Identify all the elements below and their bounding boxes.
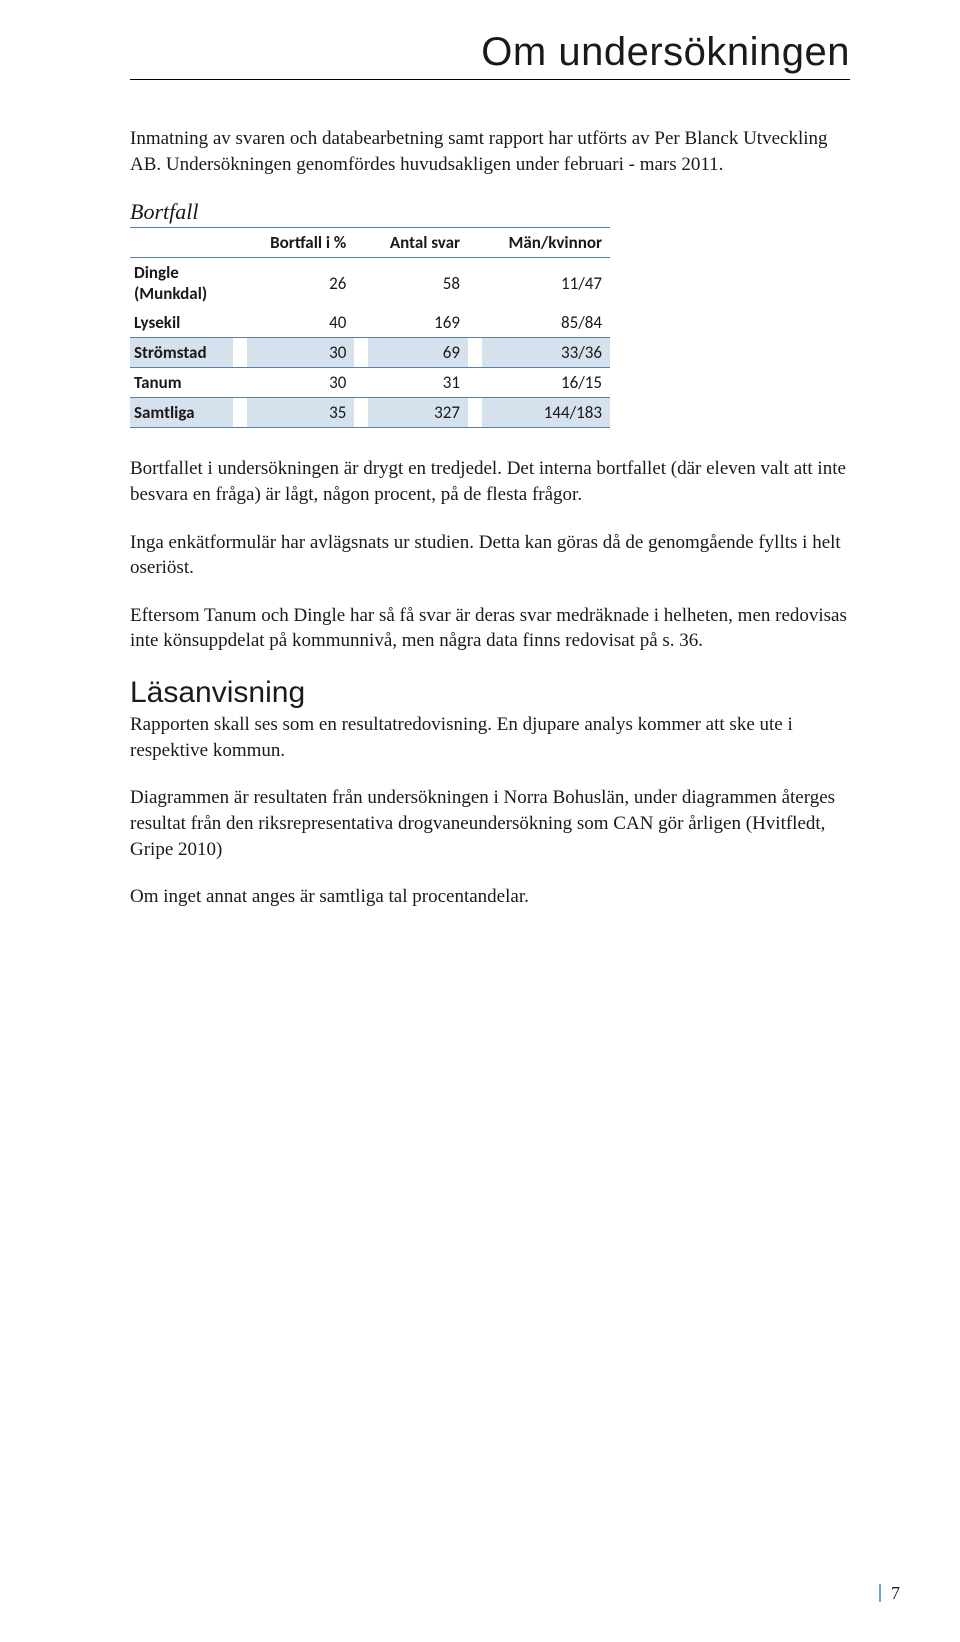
- cell-spacer: [468, 308, 482, 338]
- cell-spacer: [354, 258, 368, 309]
- table-row: Tanum 30 31 16/15: [130, 368, 610, 398]
- row-mk: 33/36: [482, 338, 610, 368]
- page-number: 7: [879, 1584, 900, 1602]
- col-spacer: [233, 228, 247, 258]
- bortfall-subtitle: Bortfall: [130, 199, 850, 225]
- cell-spacer: [468, 368, 482, 398]
- cell-spacer: [233, 258, 247, 309]
- cell-spacer: [354, 338, 368, 368]
- table-row: Dingle(Munkdal) 26 58 11/47: [130, 258, 610, 309]
- table-body: Dingle(Munkdal) 26 58 11/47 Lysekil 40 1…: [130, 258, 610, 428]
- cell-spacer: [468, 258, 482, 309]
- paragraph-las1: Rapporten skall ses som en resultatredov…: [130, 712, 850, 763]
- table-header: Bortfall i % Antal svar Män/kvinnor: [130, 228, 610, 258]
- cell-spacer: [354, 308, 368, 338]
- row-n: 31: [368, 368, 468, 398]
- col-mk: Män/kvinnor: [482, 228, 610, 258]
- row-pct: 35: [247, 398, 354, 428]
- paragraph-tanum: Eftersom Tanum och Dingle har så få svar…: [130, 603, 850, 654]
- col-pct: Bortfall i %: [247, 228, 354, 258]
- page-title: Om undersökningen: [130, 30, 850, 80]
- table-row: Strömstad 30 69 33/36: [130, 338, 610, 368]
- table-row: Samtliga 35 327 144/183: [130, 398, 610, 428]
- row-mk: 16/15: [482, 368, 610, 398]
- row-pct: 30: [247, 368, 354, 398]
- bortfall-table: Bortfall i % Antal svar Män/kvinnor Ding…: [130, 227, 610, 428]
- cell-spacer: [468, 338, 482, 368]
- row-label: Samtliga: [130, 398, 233, 428]
- col-spacer: [468, 228, 482, 258]
- paragraph-las3: Om inget annat anges är samtliga tal pro…: [130, 884, 850, 910]
- paragraph-las2: Diagrammen är resultaten från undersökni…: [130, 785, 850, 862]
- row-n: 58: [368, 258, 468, 309]
- row-n: 69: [368, 338, 468, 368]
- col-empty: [130, 228, 233, 258]
- row-pct: 30: [247, 338, 354, 368]
- cell-spacer: [354, 398, 368, 428]
- row-pct: 26: [247, 258, 354, 309]
- bortfall-table-wrap: Bortfall i % Antal svar Män/kvinnor Ding…: [130, 227, 610, 428]
- row-label: Tanum: [130, 368, 233, 398]
- cell-spacer: [354, 368, 368, 398]
- row-mk: 85/84: [482, 308, 610, 338]
- lasanvisning-heading: Läsanvisning: [130, 676, 850, 710]
- paragraph-bortfallet: Bortfallet i undersökningen är drygt en …: [130, 456, 850, 507]
- row-n: 327: [368, 398, 468, 428]
- row-label: Dingle(Munkdal): [130, 258, 233, 309]
- row-n: 169: [368, 308, 468, 338]
- table-row: Lysekil 40 169 85/84: [130, 308, 610, 338]
- row-mk: 11/47: [482, 258, 610, 309]
- row-label: Lysekil: [130, 308, 233, 338]
- cell-spacer: [233, 368, 247, 398]
- row-pct: 40: [247, 308, 354, 338]
- cell-spacer: [468, 398, 482, 428]
- document-page: Om undersökningen Inmatning av svaren oc…: [0, 0, 960, 1642]
- cell-spacer: [233, 338, 247, 368]
- paragraph-enkat: Inga enkätformulär har avlägsnats ur stu…: [130, 530, 850, 581]
- col-spacer: [354, 228, 368, 258]
- col-n: Antal svar: [368, 228, 468, 258]
- row-mk: 144/183: [482, 398, 610, 428]
- cell-spacer: [233, 308, 247, 338]
- intro-paragraph: Inmatning av svaren och databearbetning …: [130, 126, 850, 177]
- cell-spacer: [233, 398, 247, 428]
- row-label: Strömstad: [130, 338, 233, 368]
